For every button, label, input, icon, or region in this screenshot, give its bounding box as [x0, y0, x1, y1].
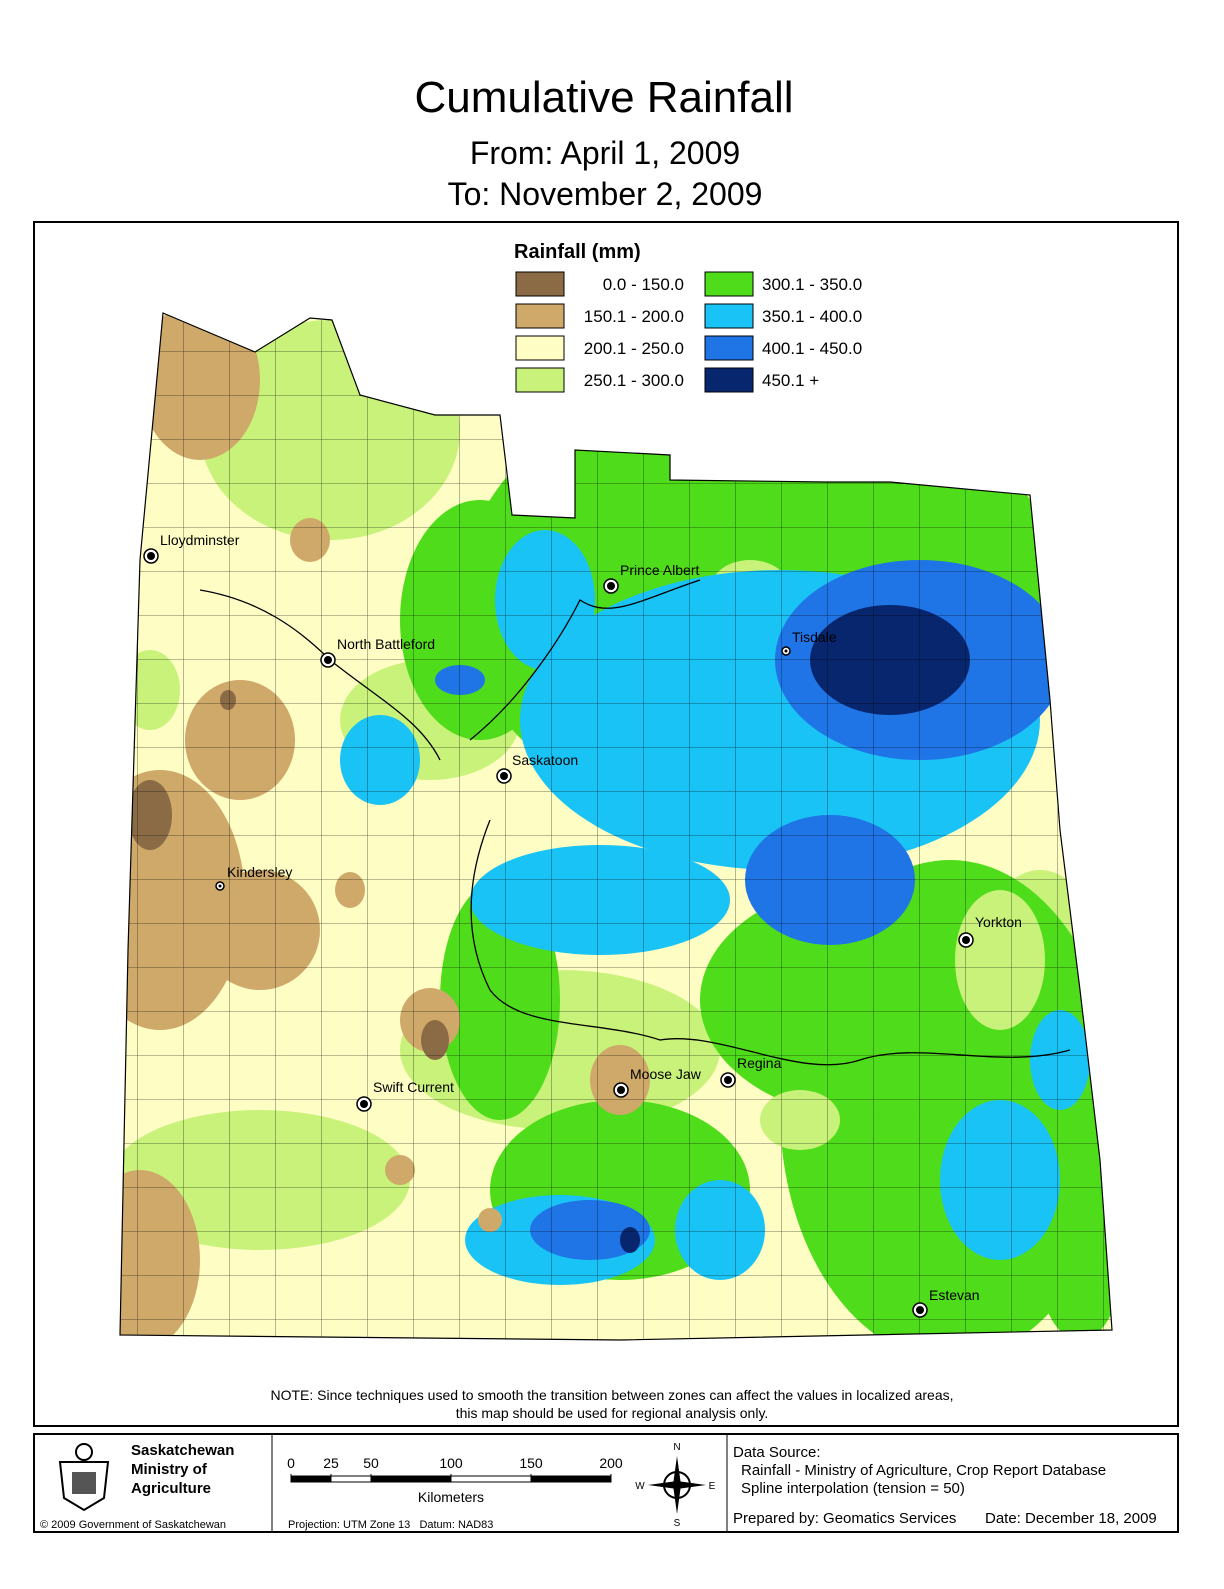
city-marker-dot	[218, 884, 222, 888]
subtitle-from: From: April 1, 2009	[470, 135, 740, 171]
city-marker-dot	[360, 1100, 368, 1108]
compass-e: E	[709, 1481, 716, 1492]
scale-label: 150	[519, 1455, 543, 1471]
compass-s: S	[674, 1518, 681, 1529]
legend-label: 0.0 - 150.0	[603, 275, 684, 294]
ministry-text: Ministry of	[131, 1461, 208, 1478]
city-label: Kindersley	[227, 864, 292, 880]
scale-label: 100	[439, 1455, 463, 1471]
scale-segment	[450, 1475, 532, 1483]
scale-label: 50	[363, 1455, 379, 1471]
subtitle-to: To: November 2, 2009	[448, 176, 763, 212]
township-grid	[120, 313, 1112, 1340]
scale-label: 0	[287, 1455, 295, 1471]
legend-label: 200.1 - 250.0	[584, 339, 684, 358]
note-line: NOTE: Since techniques used to smooth th…	[270, 1387, 953, 1403]
city-label: Tisdale	[792, 629, 837, 645]
legend-label: 150.1 - 200.0	[584, 307, 684, 326]
city-label: Estevan	[929, 1287, 980, 1303]
legend-label: 450.1 +	[762, 371, 819, 390]
city-marker-dot	[500, 772, 508, 780]
scale-label: 200	[599, 1455, 623, 1471]
scale-label: 25	[323, 1455, 339, 1471]
city-marker-dot	[916, 1306, 924, 1314]
city-label: Moose Jaw	[630, 1066, 702, 1082]
data-source: Data Source:	[733, 1444, 821, 1461]
legend-label: 400.1 - 450.0	[762, 339, 862, 358]
city-label: Swift Current	[373, 1079, 454, 1095]
city-label: Yorkton	[975, 914, 1022, 930]
legend-label: 350.1 - 400.0	[762, 307, 862, 326]
city-label: North Battleford	[337, 636, 435, 652]
map-date: Date: December 18, 2009	[985, 1510, 1157, 1527]
legend-swatch	[515, 271, 565, 297]
ministry-text: Saskatchewan	[131, 1442, 234, 1459]
city-marker-dot	[962, 936, 970, 944]
city-label: Regina	[737, 1055, 782, 1071]
city-marker-dot	[607, 582, 615, 590]
legend-label: 300.1 - 350.0	[762, 275, 862, 294]
legend-swatch	[704, 303, 754, 329]
scale-unit: Kilometers	[418, 1489, 484, 1505]
city-marker-dot	[724, 1076, 732, 1084]
legend-label: 250.1 - 300.0	[584, 371, 684, 390]
projection: Projection: UTM Zone 13 Datum: NAD83	[288, 1519, 493, 1531]
data-source: Spline interpolation (tension = 50)	[741, 1480, 965, 1497]
city-label: Lloydminster	[160, 532, 240, 548]
map-frame	[33, 221, 1179, 1427]
city-marker-dot	[324, 656, 332, 664]
crest-logo	[58, 1443, 110, 1512]
city-label: Prince Albert	[620, 562, 699, 578]
city-marker-dot	[147, 552, 155, 560]
legend-swatch	[704, 335, 754, 361]
legend-swatch	[515, 303, 565, 329]
legend-swatch	[704, 271, 754, 297]
prepared-by: Prepared by: Geomatics Services	[733, 1510, 956, 1527]
legend-swatch	[515, 367, 565, 393]
legend-swatch	[515, 335, 565, 361]
legend-title: Rainfall (mm)	[514, 241, 641, 263]
legend-swatch	[704, 367, 754, 393]
scale-segment	[290, 1475, 332, 1483]
copyright: © 2009 Government of Saskatchewan	[40, 1519, 226, 1531]
scale-segment	[370, 1475, 452, 1483]
scale-segment	[530, 1475, 612, 1483]
map-title: Cumulative Rainfall	[414, 73, 793, 122]
ministry-text: Agriculture	[131, 1480, 211, 1497]
city-marker-dot	[617, 1086, 625, 1094]
city-label: Saskatoon	[512, 752, 578, 768]
data-source: Rainfall - Ministry of Agriculture, Crop…	[741, 1462, 1106, 1479]
note-line: this map should be used for regional ana…	[456, 1405, 769, 1421]
scale-segment	[330, 1475, 372, 1483]
north-arrow	[648, 1456, 706, 1514]
city-marker-dot	[784, 649, 788, 653]
compass-n: N	[673, 1442, 680, 1453]
footer-frame	[33, 1433, 1179, 1533]
compass-w: W	[635, 1481, 645, 1492]
